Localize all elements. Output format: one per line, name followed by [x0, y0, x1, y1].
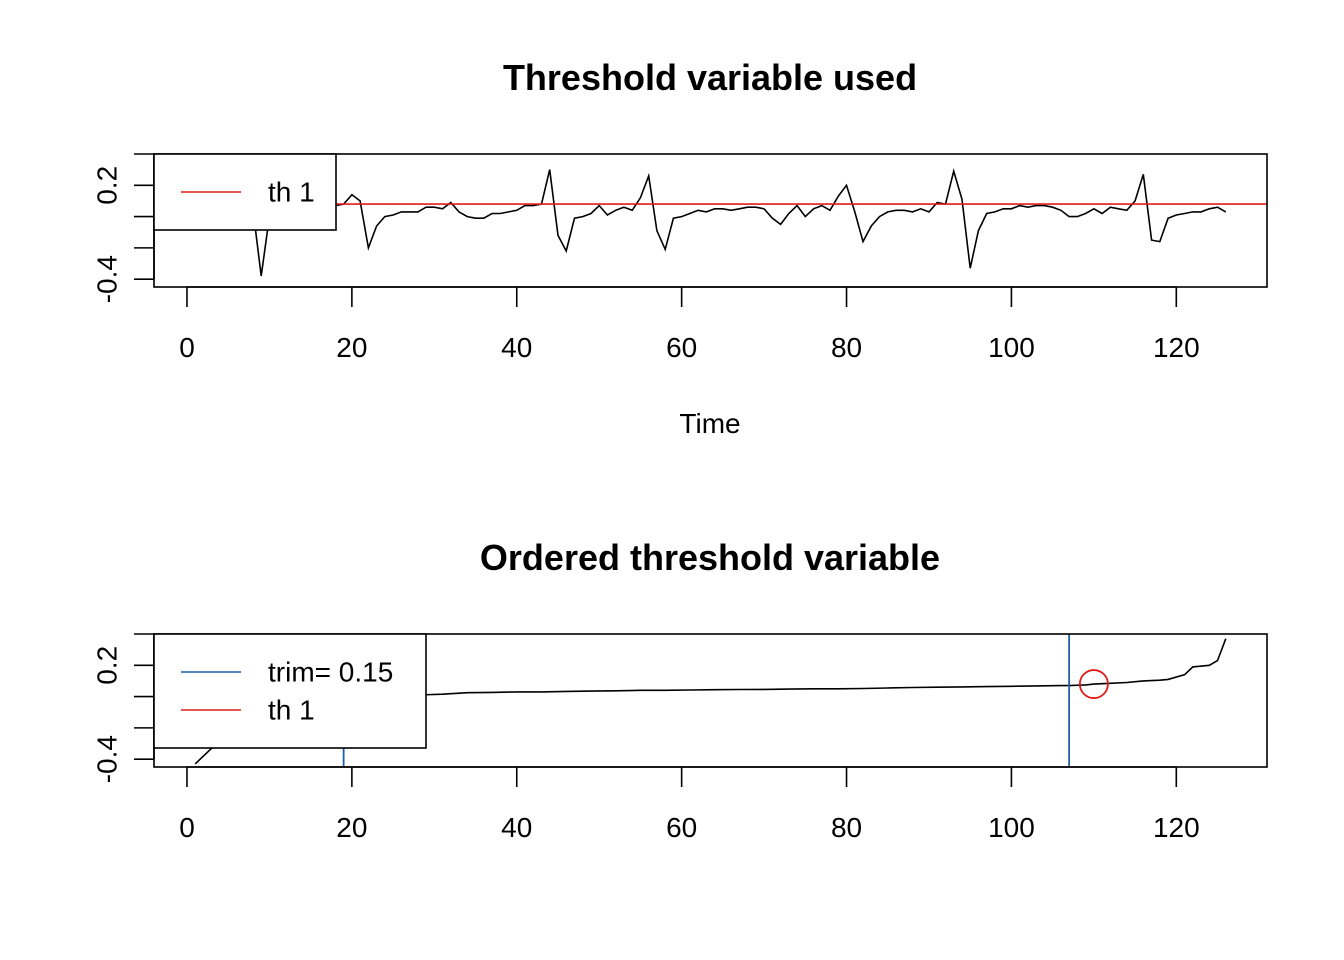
top-marks: 0 20 40 60 80 100 120 -0.4 0.2 th 1: [92, 153, 1268, 363]
bottom-x-tick-label-80: 80: [831, 812, 862, 843]
top-x-tick-label-120: 120: [1153, 332, 1200, 363]
top-x-axis-label: Time: [679, 408, 740, 439]
top-x-tick-label-60: 60: [666, 332, 697, 363]
top-x-tick-label-0: 0: [179, 332, 195, 363]
bottom-x-tick-label-40: 40: [501, 812, 532, 843]
top-x-tick-label-40: 40: [501, 332, 532, 363]
bottom-x-axis: 0 20 40 60 80 100 120: [179, 766, 1200, 843]
top-series-line-0: [194, 168, 1227, 277]
bottom-legend: trim= 0.15 th 1: [153, 633, 427, 749]
bottom-y-tick-label-0: -0.4: [92, 735, 123, 783]
top-legend: th 1: [153, 153, 337, 231]
top-legend-label-0: th 1: [268, 177, 315, 208]
top-x-tick-label-20: 20: [336, 332, 367, 363]
bottom-marks: 0 20 40 60 80 100 120 -0.4 0.2 trim= 0.15 th 1: [92, 633, 1268, 843]
top-plot-area: [154, 168, 1267, 277]
top-x-tick-label-80: 80: [831, 332, 862, 363]
bottom-x-tick-label-100: 100: [988, 812, 1035, 843]
bottom-legend-label-1: th 1: [268, 695, 315, 726]
top-y-axis: -0.4 0.2: [92, 153, 155, 303]
top-panel: Threshold variable used Time 0 20 40 60 80 10…: [92, 57, 1268, 439]
bottom-threshold-point: [1078, 669, 1109, 699]
bottom-panel: Ordered threshold variable 0 20 40 60 80 100 1…: [92, 537, 1268, 843]
top-chart-title: Threshold variable used: [503, 57, 917, 98]
bottom-chart-title: Ordered threshold variable: [480, 537, 940, 578]
bottom-y-tick-label-3: 0.2: [92, 646, 123, 685]
bottom-legend-box: [153, 633, 427, 749]
top-x-tick-label-100: 100: [988, 332, 1035, 363]
bottom-y-axis: -0.4 0.2: [92, 633, 155, 783]
top-x-axis: 0 20 40 60 80 100 120: [179, 286, 1200, 363]
bottom-legend-label-0: trim= 0.15: [268, 657, 393, 688]
top-y-tick-label-3: 0.2: [92, 166, 123, 205]
bottom-x-tick-label-0: 0: [179, 812, 195, 843]
bottom-x-tick-label-120: 120: [1153, 812, 1200, 843]
bottom-x-tick-label-60: 60: [666, 812, 697, 843]
bottom-x-tick-label-20: 20: [336, 812, 367, 843]
top-y-tick-label-0: -0.4: [92, 255, 123, 303]
